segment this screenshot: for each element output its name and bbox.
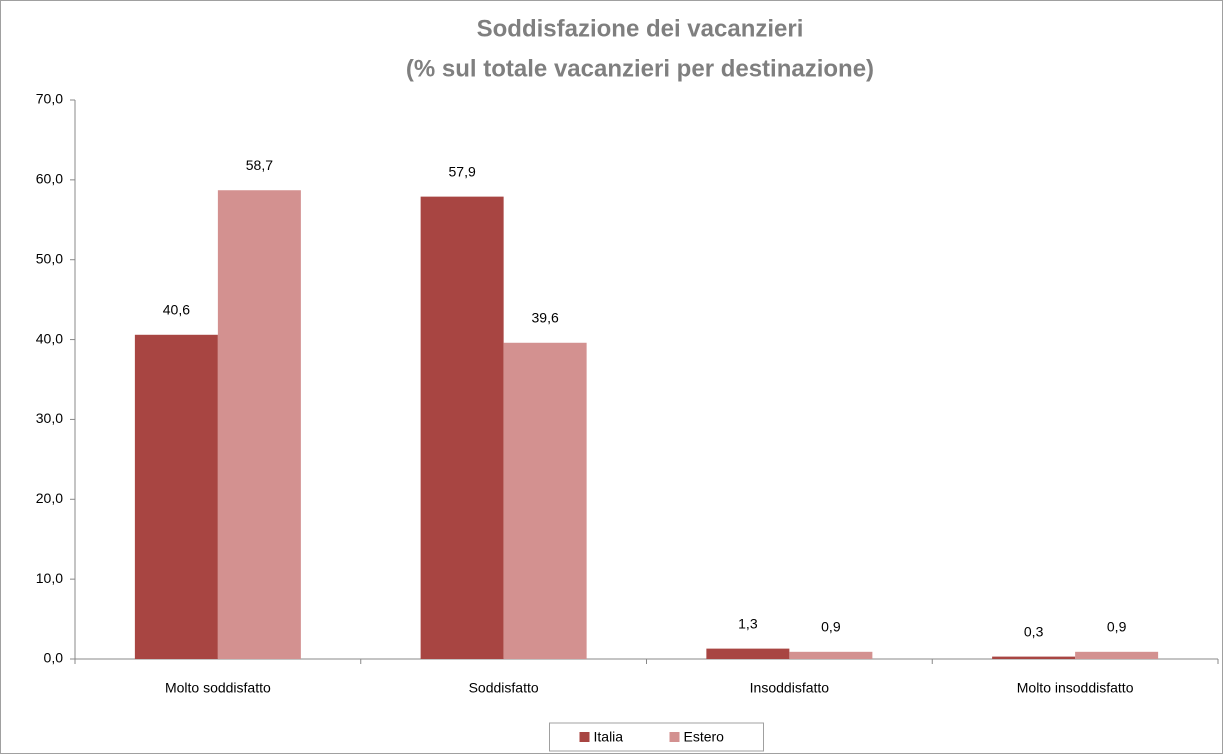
chart-title: Soddisfazione dei vacanzieri [477,15,804,42]
bar [420,196,504,659]
bar [789,651,873,659]
data-label: 0,9 [821,619,841,635]
bar [503,342,587,659]
y-tick-label: 40,0 [36,330,63,346]
bar [992,656,1076,659]
x-tick-label: Molto soddisfatto [165,680,271,696]
legend-swatch [579,732,590,742]
data-label: 57,9 [449,163,476,179]
bar [134,334,218,659]
data-label: 0,9 [1107,619,1127,635]
y-tick-label: 0,0 [44,650,64,666]
y-tick-label: 20,0 [36,490,63,506]
legend-label: Estero [684,729,725,745]
x-tick-label: Molto insoddisfatto [1017,680,1134,696]
y-tick-label: 60,0 [36,171,63,187]
bar [706,648,790,659]
data-label: 1,3 [738,615,758,631]
legend-label: Italia [594,729,624,745]
x-tick-label: Insoddisfatto [750,680,830,696]
y-tick-label: 70,0 [36,91,63,107]
bar [217,190,301,659]
data-label: 39,6 [532,309,559,325]
data-label: 58,7 [246,157,273,173]
chart-subtitle: (% sul totale vacanzieri per destinazion… [406,55,874,82]
data-label: 0,3 [1024,623,1044,639]
legend-swatch [669,732,680,742]
y-tick-label: 10,0 [36,570,63,586]
bar [1075,651,1159,659]
y-tick-label: 50,0 [36,250,63,266]
x-tick-label: Soddisfatto [469,680,539,696]
y-tick-label: 30,0 [36,410,63,426]
data-label: 40,6 [163,301,190,317]
